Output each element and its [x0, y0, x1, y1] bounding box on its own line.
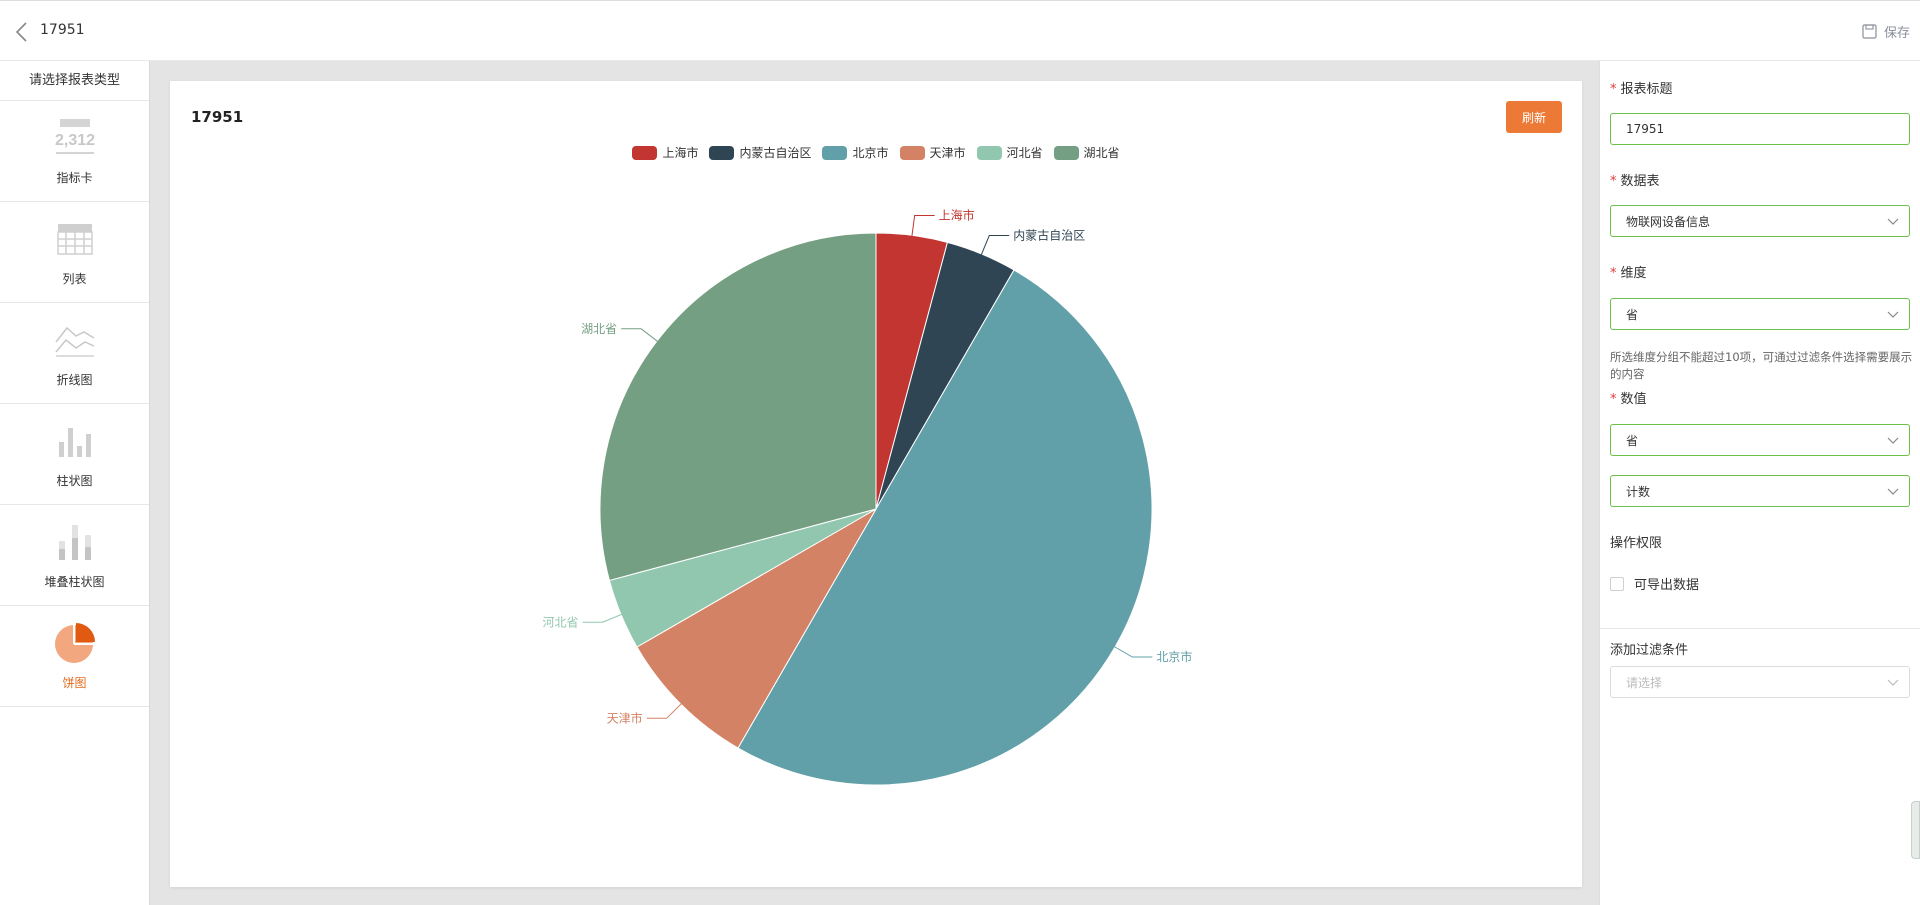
chart-type-pie[interactable]: 饼图 [0, 606, 149, 707]
chart-type-stacked-bar[interactable]: 堆叠柱状图 [0, 505, 149, 606]
chart-type-metric-card[interactable]: 2,312 指标卡 [0, 101, 149, 202]
chart-card: 上海市 内蒙古自治区 北京市 天津市 河北省 湖北省 17951 刷新 上海市 内蒙古自治区… [170, 81, 1582, 887]
chevron-down-icon [1887, 437, 1899, 444]
dimension-select[interactable]: 省 [1610, 298, 1910, 330]
required-mark: * [1610, 266, 1617, 281]
chart-type-label: 堆叠柱状图 [44, 575, 105, 589]
required-mark: * [1610, 82, 1617, 97]
legend-swatch [976, 145, 1002, 160]
legend-label: 内蒙古自治区 [739, 146, 812, 160]
pie-label: 内蒙古自治区 [1013, 228, 1085, 243]
chevron-left-icon [15, 22, 27, 42]
pie-label-line [911, 215, 935, 238]
pie-chart-icon [54, 623, 95, 663]
line-chart-icon [54, 326, 94, 357]
chart-type-table[interactable]: 列表 [0, 202, 149, 303]
chevron-down-icon [1887, 218, 1899, 225]
table-icon [56, 224, 93, 255]
pie-label-line [1113, 645, 1153, 658]
pie-label-line [621, 328, 659, 343]
legend-item[interactable]: 天津市 [899, 144, 966, 161]
stacked-bar-chart-icon [58, 525, 91, 560]
legend-label: 河北省 [1006, 146, 1043, 160]
data-table-select[interactable]: 物联网设备信息 [1610, 205, 1910, 237]
data-table-label: * 数据表 [1610, 174, 1660, 189]
export-checkbox-row[interactable]: 可导出数据 [1610, 574, 1699, 593]
chart-type-sidebar: 请选择报表类型 2,312 指标卡 列表 [0, 61, 150, 905]
chart-legend: 上海市 内蒙古自治区 北京市 天津市 河北省 湖北省 [170, 144, 1582, 161]
workspace: 上海市 内蒙古自治区 北京市 天津市 河北省 湖北省 17951 刷新 上海市 内蒙古自治区… [150, 61, 1599, 905]
settings-panel: * 报表标题 17951 * 数据表 物联网设备信息 * 维度 省 所选维度分组不能超… [1599, 61, 1920, 905]
divider [1600, 628, 1920, 629]
panel-resize-handle[interactable] [1911, 801, 1920, 859]
chart-title: 17951 [191, 108, 244, 126]
pie-label-line [582, 613, 624, 623]
required-mark: * [1610, 392, 1617, 407]
permission-label: 操作权限 [1610, 536, 1663, 551]
page-title: 17951 [40, 22, 85, 38]
save-icon [1862, 24, 1877, 39]
value-label: * 数值 [1610, 392, 1647, 407]
report-title-label: * 报表标题 [1610, 82, 1673, 97]
chart-type-label: 折线图 [56, 373, 93, 387]
legend-item[interactable]: 上海市 [632, 144, 698, 161]
chart-type-label: 列表 [62, 272, 87, 286]
filter-label: 添加过滤条件 [1610, 643, 1689, 658]
top-header: 17951 保存 [0, 0, 1920, 61]
legend-item[interactable]: 北京市 [822, 144, 889, 161]
legend-item[interactable]: 湖北省 [1053, 144, 1120, 161]
metric-card-icon: 2,312 [54, 119, 95, 154]
back-button[interactable] [12, 21, 32, 43]
legend-item[interactable]: 河北省 [976, 144, 1043, 161]
chart-type-label: 指标卡 [56, 171, 93, 185]
pie-label-line [980, 235, 1010, 257]
pie-label-line [646, 702, 683, 719]
pie-label: 河北省 [543, 615, 579, 629]
legend-swatch [632, 145, 658, 160]
legend-label: 湖北省 [1083, 146, 1120, 160]
value-aggregation-select[interactable]: 计数 [1610, 475, 1910, 507]
pie-label: 湖北省 [581, 321, 617, 336]
legend-label: 北京市 [852, 146, 889, 160]
pie-label: 上海市 [939, 208, 975, 223]
refresh-button[interactable]: 刷新 [1506, 101, 1562, 133]
chevron-down-icon [1887, 311, 1899, 318]
dimension-label: * 维度 [1610, 266, 1647, 281]
legend-swatch [709, 145, 735, 160]
dimension-hint: 所选维度分组不能超过10项，可通过过滤条件选择需要展示的内容 [1610, 350, 1913, 381]
required-mark: * [1610, 174, 1617, 189]
chart-type-label: 柱状图 [56, 474, 93, 488]
pie-label: 北京市 [1156, 649, 1192, 664]
legend-swatch [822, 145, 848, 160]
export-label: 可导出数据 [1634, 578, 1700, 593]
sidebar-title: 请选择报表类型 [0, 61, 149, 101]
chart-type-line[interactable]: 折线图 [0, 303, 149, 404]
value-field-select[interactable]: 省 [1610, 424, 1910, 456]
chevron-down-icon [1887, 679, 1899, 686]
filter-select[interactable]: 请选择 [1610, 666, 1910, 698]
legend-item[interactable]: 内蒙古自治区 [709, 144, 811, 161]
legend-swatch [899, 145, 925, 160]
legend-label: 上海市 [662, 146, 699, 160]
bar-chart-icon [58, 428, 91, 457]
chart-type-label: 饼图 [62, 676, 87, 690]
report-title-input[interactable]: 17951 [1610, 113, 1910, 145]
export-checkbox[interactable] [1610, 576, 1624, 591]
chart-type-bar[interactable]: 柱状图 [0, 404, 149, 505]
chevron-down-icon [1887, 488, 1899, 495]
pie-label: 天津市 [607, 710, 643, 725]
save-label: 保存 [1883, 26, 1910, 41]
legend-label: 天津市 [929, 146, 966, 160]
metric-card-sample: 2,312 [54, 132, 94, 149]
save-button[interactable]: 保存 [1862, 22, 1910, 41]
legend-swatch [1053, 145, 1079, 160]
